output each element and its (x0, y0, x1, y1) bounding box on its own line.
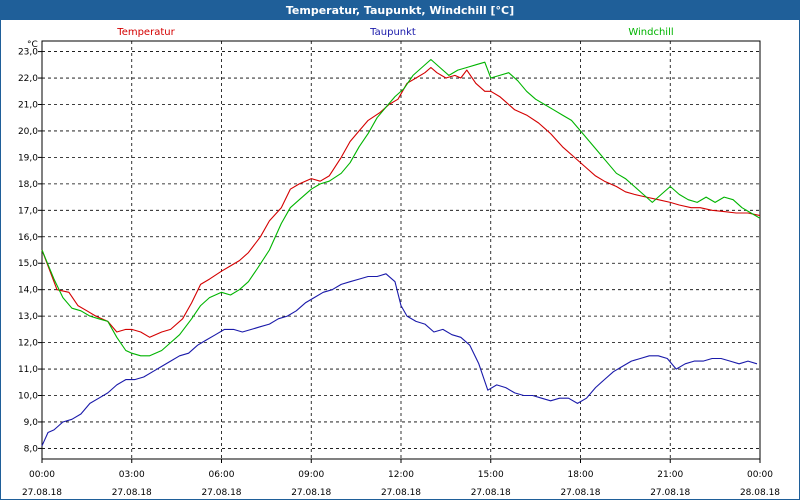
y-tick-label: 17,0 (18, 206, 38, 216)
legend-temperatur: Temperatur (116, 27, 175, 38)
y-tick-label: 20,0 (18, 127, 38, 137)
legend-taupunkt: Taupunkt (369, 27, 416, 38)
series-line-temperatur (41, 66, 761, 338)
y-tick-label: 18,0 (18, 180, 38, 190)
x-tick-time: 09:00 (298, 470, 324, 480)
y-tick-label: 13,0 (18, 312, 38, 322)
y-tick-label: 10,0 (18, 392, 38, 402)
x-tick-date: 27.08.18 (381, 488, 421, 498)
x-tick-time: 15:00 (478, 470, 504, 480)
y-tick-label: 11,0 (18, 365, 38, 375)
window-title: Temperatur, Taupunkt, Windchill [°C] (1, 1, 799, 20)
legend-windchill: Windchill (628, 27, 673, 38)
x-tick-date: 27.08.18 (291, 488, 331, 498)
x-tick-time: 12:00 (388, 470, 414, 480)
y-axis-unit: °C (27, 40, 38, 50)
y-tick-label: 9,0 (24, 418, 39, 428)
x-tick-date: 27.08.18 (201, 488, 241, 498)
y-tick-label: 22,0 (18, 74, 38, 84)
x-tick-date: 27.08.18 (471, 488, 511, 498)
line-chart: 8,0 9,0 10,0 11,0 12,0 13,0 14,0 15,0 16,0 17,0 18… (18, 27, 780, 498)
x-tick-date: 28.08.18 (740, 488, 780, 498)
y-tick-label: 19,0 (18, 153, 38, 163)
series-line-windchill (41, 58, 761, 357)
x-tick-date: 27.08.18 (112, 488, 152, 498)
x-tick-time: 21:00 (657, 470, 683, 480)
y-tick-label: 23,0 (18, 48, 38, 58)
x-tick-time: 18:00 (568, 470, 594, 480)
x-tick-time: 00:00 (747, 470, 773, 480)
series-line-taupunkt (41, 273, 758, 447)
x-tick-time: 06:00 (209, 470, 235, 480)
x-tick-time: 00:00 (29, 470, 55, 480)
y-tick-label: 8,0 (24, 444, 39, 454)
y-tick-label: 16,0 (18, 233, 38, 243)
y-tick-label: 12,0 (18, 339, 38, 349)
y-tick-label: 15,0 (18, 259, 38, 269)
y-tick-label: 14,0 (18, 286, 38, 296)
x-tick-time: 03:00 (119, 470, 145, 480)
y-tick-label: 21,0 (18, 100, 38, 110)
x-tick-date: 27.08.18 (650, 488, 690, 498)
x-tick-date: 27.08.18 (22, 488, 62, 498)
x-tick-date: 27.08.18 (560, 488, 600, 498)
